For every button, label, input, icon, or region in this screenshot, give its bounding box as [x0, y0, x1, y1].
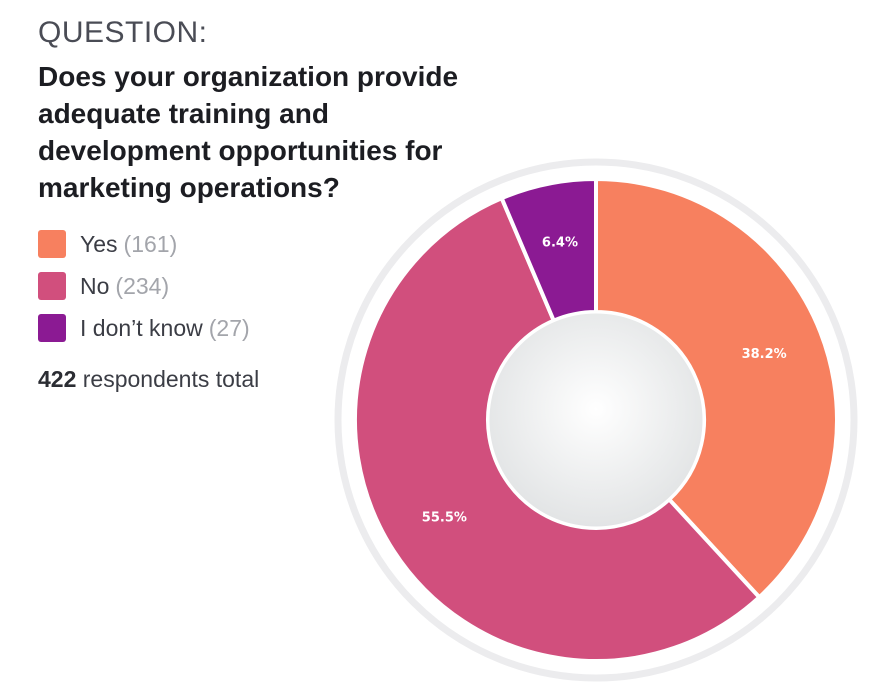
legend-item-dont-know: I don’t know (27) [38, 307, 250, 349]
legend-label-no: No [80, 272, 110, 299]
legend-swatch-dont-know [38, 314, 66, 342]
legend-label-yes: Yes [80, 230, 118, 257]
legend-count-yes: (161) [123, 230, 178, 257]
donut-center-hole [486, 310, 706, 530]
legend-item-no: No (234) [38, 265, 250, 307]
respondents-total-text: respondents total [82, 366, 260, 392]
legend-swatch-no [38, 272, 66, 300]
question-text: Does your organization provide adequate … [38, 61, 459, 203]
legend-count-dont-know: (27) [208, 314, 250, 341]
legend-item-yes: Yes (161) [38, 223, 250, 265]
question-label: QUESTION: [38, 16, 208, 49]
respondents-total: 422 respondents total [38, 366, 259, 393]
legend-label-dont-know: I don’t know [80, 314, 203, 341]
chart-legend: Yes (161) No (234) I don’t know (27) [38, 223, 250, 349]
donut-slices [353, 177, 839, 663]
legend-count-no: (234) [115, 272, 170, 299]
slice-label-dont-know: 6.4% [542, 236, 578, 251]
respondents-total-number: 422 [38, 366, 77, 392]
slice-label-no: 55.5% [422, 510, 467, 525]
legend-swatch-yes [38, 230, 66, 258]
slice-label-yes: 38.2% [742, 347, 787, 362]
slice-labels: 38.2% 55.5% 6.4% [422, 236, 787, 526]
